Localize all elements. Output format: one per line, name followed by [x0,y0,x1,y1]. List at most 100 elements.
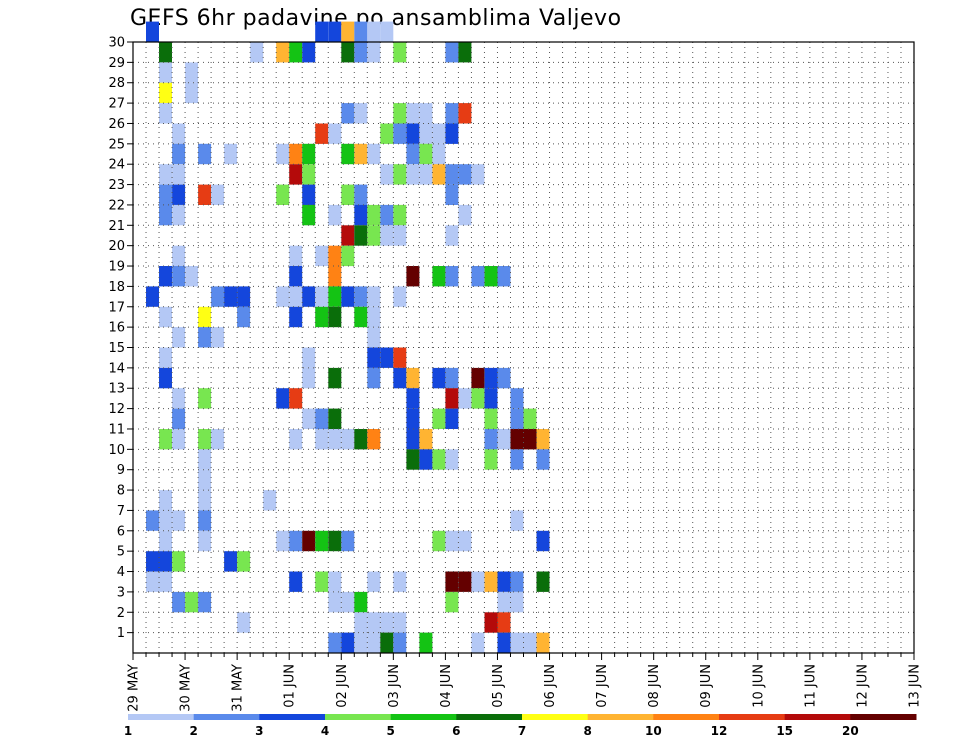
heatmap-cell [393,367,407,389]
heatmap-cell [432,164,446,185]
y-tick-label: 4 [117,565,125,580]
heatmap-cell [510,510,524,531]
x-tick-label: 03 JUN [387,664,402,708]
y-tick-label: 6 [117,524,125,539]
heatmap-cell [159,571,172,592]
heatmap-cell [302,42,316,63]
y-tick-label: 10 [108,443,125,458]
heatmap-cell [276,42,290,63]
y-tick-label: 8 [117,484,125,499]
colorbar-label: 2 [189,724,197,738]
heatmap-cell [289,164,303,185]
colorbar-label: 12 [711,724,728,738]
heatmap-cell [354,143,368,165]
heatmap-cell [172,591,186,613]
heatmap-cell [341,42,355,63]
heatmap-cell [445,184,459,205]
heatmap-cell [419,123,433,144]
heatmap-cell [393,103,407,124]
colorbar-label: 4 [321,724,329,738]
x-tick-label: 07 JUN [595,664,610,708]
heatmap-cell [484,612,498,633]
heatmap-cell [211,429,225,450]
heatmap-cell [289,286,303,307]
heatmap-cell [458,103,472,124]
heatmap-cell [328,632,342,653]
heatmap-cell [159,164,172,185]
heatmap-cell [341,591,355,613]
heatmap-cell [237,306,251,328]
heatmap-cell [497,571,511,592]
heatmap-cell [159,82,172,104]
heatmap-cell [198,530,212,552]
heatmap-cell [172,123,186,144]
heatmap-cell [484,266,498,287]
heatmap-cell [328,591,342,613]
heatmap-cell [354,21,368,42]
heatmap-cell [289,266,303,287]
heatmap-cell [315,123,329,144]
heatmap-cell [289,429,303,450]
heatmap-cell [367,327,381,348]
colorbar-label: 8 [583,724,591,738]
heatmap-cell [354,632,368,653]
colorbar-label: 1 [124,724,132,738]
heatmap-cell [497,591,511,613]
heatmap-cell [406,429,420,450]
heatmap-cell [315,286,329,307]
heatmap-cell [432,530,446,552]
heatmap-cell [263,490,277,511]
heatmap-cell [159,510,172,531]
heatmap-cell [419,164,433,185]
heatmap-cell [497,429,511,450]
heatmap-cell [510,571,524,592]
heatmap-cell [406,143,420,165]
heatmap-cell [445,530,459,552]
colorbar-label: 10 [645,724,662,738]
heatmap-cell [536,449,550,470]
heatmap-cell [289,42,303,63]
y-tick-label: 9 [117,463,125,478]
heatmap-cell [159,490,172,511]
heatmap-cell [172,408,186,429]
colorbar: 1 2 3 4 5 6 7 8 10 12 15 20 [124,714,917,738]
colorbar-swatch [784,714,851,720]
heatmap-cell [341,530,355,552]
x-tick-label: 29 MAY [127,664,142,712]
heatmap-cell [484,367,498,389]
heatmap-cell [380,164,394,185]
heatmap-cell [419,632,433,653]
heatmap-cell [419,103,433,124]
heatmap-cell [432,143,446,165]
y-tick-label: 19 [108,260,125,275]
heatmap-cell [341,21,355,42]
heatmap-cell [497,632,511,653]
heatmap-cell [393,571,407,592]
colorbar-label: 20 [842,724,859,738]
heatmap-cell [458,530,472,552]
x-tick-label: 02 JUN [335,664,350,708]
heatmap-cell [497,367,511,389]
heatmap-cell [510,591,524,613]
heatmap-cell [198,469,212,491]
heatmap-cell [341,286,355,307]
y-tick-label: 15 [108,341,125,356]
heatmap-cell [172,204,186,226]
heatmap-cell [302,204,316,226]
heatmap-cell [224,143,238,165]
heatmap-cell [367,143,381,165]
colorbar-swatch [587,714,654,720]
heatmap-cell [328,123,342,144]
heatmap-cell [276,286,290,307]
x-tick-label: 09 JUN [699,664,714,708]
axes-layer: 1234567891011121314151617181920212223242… [108,36,922,712]
y-tick-label: 30 [108,36,125,51]
heatmap-cell [445,123,459,144]
colorbar-swatch [128,714,195,720]
heatmap-cell [172,266,186,287]
heatmap-cell [510,449,524,470]
heatmap-cell [302,530,316,552]
heatmap-cell [432,367,446,389]
heatmap-cell [159,367,172,389]
